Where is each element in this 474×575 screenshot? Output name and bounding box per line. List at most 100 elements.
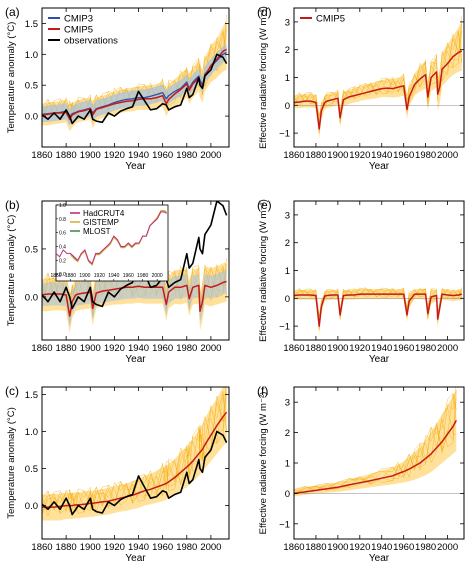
inset-chart: 1860 1880 1900 1920 1940 1960 1980 2000 0.0 0.2 0.…: [50, 203, 169, 282]
x-tick-label: 1860: [283, 150, 304, 161]
x-axis-label: Year: [125, 354, 146, 365]
cmip3-spread-band: [42, 44, 227, 126]
series-line-observations: [42, 430, 228, 516]
x-axis-label: Year: [369, 354, 390, 365]
x-tick-label: 1880: [305, 542, 326, 553]
series-line-cmip5: [42, 280, 227, 317]
y-tick-label: 2: [285, 45, 290, 56]
y-tick-label: 3: [285, 17, 290, 28]
y-tick-label: 0: [285, 294, 290, 305]
inset-y-tick-label: 0.8: [59, 217, 66, 223]
x-axis-label: Year: [369, 553, 390, 564]
y-tick-label: 0.5: [25, 81, 38, 92]
inset-x-tick-label: 1880: [65, 273, 76, 279]
x-axis-label: Year: [369, 161, 390, 172]
x-tick-label: 1900: [327, 150, 348, 161]
ensemble-spread-band: [294, 390, 457, 497]
x-tick-label: 1880: [56, 150, 77, 161]
inset-x-tick-label: 1860: [50, 273, 61, 279]
inset-frame: [55, 204, 169, 282]
series-line-cmip5: [294, 50, 463, 130]
x-axis-label: Year: [125, 553, 146, 564]
ensemble-member-line: [42, 387, 227, 514]
plot-area: [294, 287, 464, 335]
y-tick-label: 0.5: [25, 464, 38, 475]
x-tick-label: 1880: [305, 343, 326, 354]
y-tick-label: 3: [285, 398, 290, 409]
x-tick-label: 1940: [371, 542, 392, 553]
y-tick-label: 2: [285, 238, 290, 249]
series-line-cmip5: [294, 293, 462, 327]
x-tick-label: 1880: [56, 542, 77, 553]
x-axis-label: Year: [125, 161, 146, 172]
x-tick-label: 1880: [56, 343, 77, 354]
panel-b: 1860 1880 1900 1920 1940 1960 1980 20000.00.5Ye…: [5, 198, 230, 365]
x-tick-label: 1960: [152, 542, 173, 553]
x-tick-label: 1940: [371, 150, 392, 161]
inset-legend-label: MLOST: [83, 227, 111, 236]
y-tick-label: 1.0: [25, 50, 38, 61]
panel-c: 1860 1880 1900 1920 1940 1960 1980 2000 0.0 0.5 1.…: [5, 384, 230, 564]
panel-label: (a): [5, 5, 20, 19]
x-tick-label: 2000: [437, 150, 458, 161]
x-tick-label: 1960: [152, 343, 173, 354]
x-tick-label: 1860: [31, 343, 52, 354]
plot-frame: [41, 386, 230, 540]
series-line-observations: [42, 53, 228, 125]
panel-d: 1860 1880 1900 1920 1940 1960 1980 2000 −1 0 1 2 3 Ye…: [257, 5, 465, 172]
y-axis-label: Temperature anomaly (°C): [6, 215, 17, 327]
ensemble-member-line: [294, 392, 457, 494]
x-tick-label: 1900: [80, 150, 101, 161]
x-tick-label: 1900: [80, 542, 101, 553]
x-tick-label: 2000: [200, 343, 221, 354]
panel-label: (e): [257, 198, 272, 212]
y-tick-label: 3: [285, 210, 290, 221]
inset-x-tick-label: 1980: [137, 273, 148, 279]
plot-frame: [41, 200, 230, 341]
y-axis-label: Temperature anomaly (°C): [6, 22, 17, 134]
y-tick-label: 0: [285, 489, 290, 500]
inset-y-tick-label: 0.6: [59, 231, 66, 237]
x-tick-label: 1920: [104, 150, 125, 161]
x-tick-label: 1900: [327, 343, 348, 354]
y-tick-label: 0.5: [25, 244, 38, 255]
series-line-cmip5: [42, 411, 228, 508]
x-tick-label: 2000: [200, 542, 221, 553]
plot-area: [294, 16, 464, 139]
legend-label: CMIP5: [64, 25, 93, 36]
x-tick-label: 1920: [349, 343, 370, 354]
plot-area: [42, 14, 228, 132]
x-tick-label: 1860: [31, 150, 52, 161]
y-tick-label: 0: [285, 101, 290, 112]
plot-frame: [41, 7, 230, 148]
y-tick-label: 1: [285, 266, 290, 277]
x-tick-label: 1860: [283, 542, 304, 553]
x-tick-label: 2000: [200, 150, 221, 161]
x-tick-label: 1940: [128, 542, 149, 553]
x-tick-label: 1860: [31, 542, 52, 553]
inset-y-tick-label: 0.0: [59, 272, 66, 278]
x-tick-label: 1940: [128, 343, 149, 354]
y-tick-label: 0.0: [25, 292, 38, 303]
y-tick-label: 0.0: [25, 112, 38, 123]
x-tick-label: 1880: [305, 150, 326, 161]
y-tick-label: −1: [279, 519, 290, 530]
inset-y-tick-label: 0.4: [59, 244, 66, 250]
ensemble-spread-band: [42, 387, 227, 521]
inset-x-tick-label: 1920: [94, 273, 105, 279]
y-axis-label: Temperature anomaly (°C): [6, 407, 17, 519]
x-tick-label: 1980: [415, 150, 436, 161]
inset-legend-label: HadCRUT4: [83, 209, 125, 218]
y-axis-label: Effective radiative forcing (W m⁻²): [258, 6, 269, 149]
panel-label: (f): [257, 384, 268, 398]
x-tick-label: 1940: [128, 150, 149, 161]
x-tick-label: 1940: [371, 343, 392, 354]
inset-x-tick-label: 1940: [108, 273, 119, 279]
panel-f: 1860 1880 1900 1920 1940 1960 1980 2000 −1 0 1 2 3 Ye…: [257, 384, 465, 564]
inset-x-tick-label: 1960: [123, 273, 134, 279]
series-line-cmip5: [294, 420, 457, 495]
panel-a: 1860 1880 1900 1920 1940 1960 1980 2000 0.0 0.5 1.…: [5, 5, 230, 172]
x-tick-label: 1960: [393, 343, 414, 354]
y-tick-label: 1.5: [25, 390, 38, 401]
inset-y-tick-label: 0.2: [59, 258, 66, 264]
